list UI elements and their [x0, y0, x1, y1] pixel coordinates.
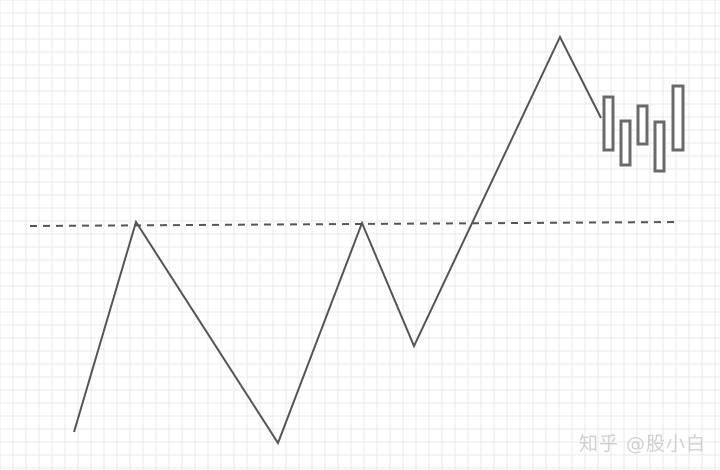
candlestick-group — [602, 84, 685, 173]
candlestick-box — [619, 119, 632, 167]
price-zigzag-line — [73, 34, 602, 446]
candlestick-box — [602, 95, 615, 152]
candlestick-box — [653, 120, 666, 173]
candlestick-box — [671, 84, 685, 152]
watermark-text: 知乎 @股小白 — [578, 433, 706, 455]
resistance-dashed-line — [29, 221, 681, 227]
candlestick-box — [636, 104, 649, 146]
